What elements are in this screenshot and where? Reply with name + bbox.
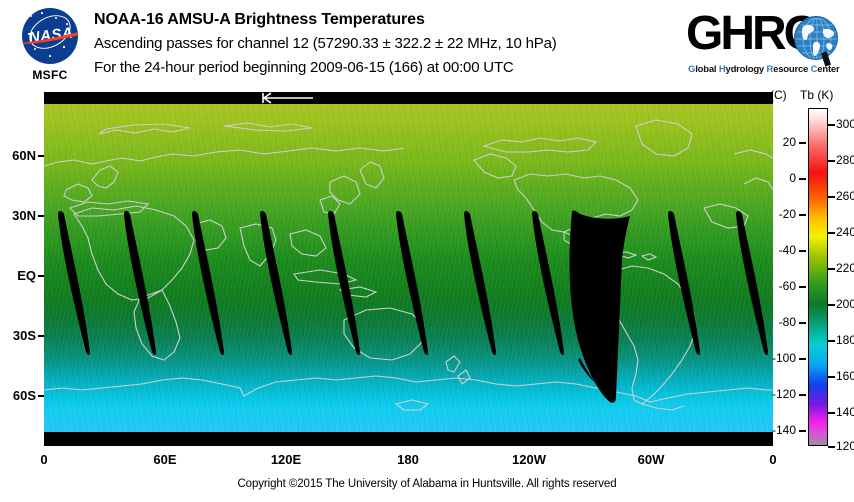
y-tick-label-30n: 30N <box>12 208 36 223</box>
x-tick-label-120e: 120E <box>270 452 302 467</box>
cb-kelvin-160: 160 <box>836 369 854 383</box>
channel-subtitle: Ascending passes for channel 12 (57290.3… <box>94 35 557 52</box>
map-top-border-band <box>44 92 773 104</box>
page-title: NOAA-16 AMSU-A Brightness Temperatures <box>94 11 425 28</box>
cb-kelvin-280: 280 <box>836 153 854 167</box>
y-tick-label-30s: 30S <box>12 328 36 343</box>
cb-kelvin-240: 240 <box>836 225 854 239</box>
cb-celsius-0: 0 <box>789 171 796 185</box>
ghrc-tagline: Global Hydrology Resource Center <box>688 64 840 75</box>
title-block: NOAA-16 AMSU-A Brightness Temperatures A… <box>94 8 694 80</box>
cb-celsius-m140: -140 <box>771 423 796 437</box>
cb-kelvin-140: 140 <box>836 405 854 419</box>
x-tick-label-60e: 60E <box>153 452 177 467</box>
nasa-insignia-sphere: NASA <box>22 8 78 64</box>
nasa-red-swoosh <box>22 32 78 44</box>
left-arrow-icon <box>262 92 313 104</box>
cb-kelvin-120: 120 <box>836 439 854 453</box>
cb-kelvin-260: 260 <box>836 189 854 203</box>
y-tick-label-eq: EQ <box>17 268 36 283</box>
map-plot-area <box>44 92 773 446</box>
cb-kelvin-180: 180 <box>836 333 854 347</box>
x-tick-label-120w: 120W <box>512 452 546 467</box>
map-bottom-border-band <box>44 432 773 446</box>
cb-celsius-m100: -100 <box>771 351 796 365</box>
globe-icon <box>794 16 838 60</box>
x-tick-label-360: 0 <box>769 452 777 467</box>
orbital-data-gap-overlay <box>58 210 768 403</box>
cb-celsius-m40: -40 <box>778 243 796 257</box>
copyright-notice: Copyright ©2015 The University of Alabam… <box>237 478 617 490</box>
y-tick-label-60s: 60S <box>12 388 36 403</box>
cb-celsius-20: 20 <box>782 135 796 149</box>
period-subtitle: For the 24-hour period beginning 2009-06… <box>94 59 514 76</box>
nasa-logo: NASA MSFC <box>14 6 84 90</box>
cb-kelvin-220: 220 <box>836 261 854 275</box>
colorbar-gradient <box>808 108 828 446</box>
colorbar-kelvin-header: Tb (K) <box>800 88 834 102</box>
cb-kelvin-300: 300 <box>836 117 854 131</box>
cb-celsius-m60: -60 <box>778 279 796 293</box>
y-tick-label-60n: 60N <box>12 148 36 163</box>
x-tick-label-60w: 60W <box>637 452 665 467</box>
cb-kelvin-200: 200 <box>836 297 854 311</box>
cb-celsius-m20: -20 <box>778 207 796 221</box>
cb-celsius-m120: -120 <box>771 387 796 401</box>
x-tick-label-180: 180 <box>397 452 419 467</box>
x-tick-label-0e: 0 <box>40 452 48 467</box>
ghrc-logo: GHRC <box>686 8 846 84</box>
colorbar-celsius-header: (C) <box>770 88 787 102</box>
nasa-center-label: MSFC <box>32 68 68 82</box>
cb-celsius-m80: -80 <box>778 315 796 329</box>
header: NASA MSFC NOAA-16 AMSU-A Brightness Temp… <box>0 0 854 92</box>
